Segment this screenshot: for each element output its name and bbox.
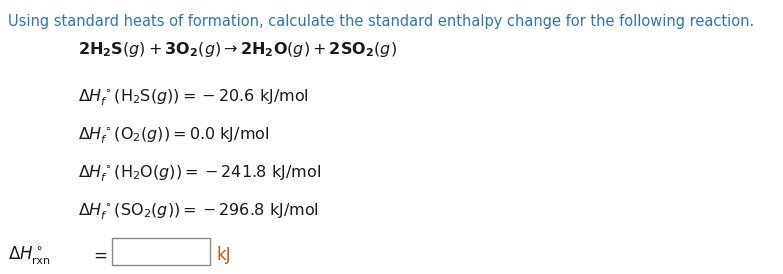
Text: $=$: $=$ [90,246,107,264]
Text: $\mathbf{2H_2S}(g) + \mathbf{3O_2}(g) \rightarrow \mathbf{2H_2O}(g) + \mathbf{2S: $\mathbf{2H_2S}(g) + \mathbf{3O_2}(g) \r… [78,40,397,59]
Text: rxn: rxn [32,256,50,266]
Text: kJ: kJ [216,246,231,264]
Text: $\Delta H_f^\circ(\mathrm{H_2S}(g)) = -20.6\ \mathrm{kJ/mol}$: $\Delta H_f^\circ(\mathrm{H_2S}(g)) = -2… [78,88,309,109]
Text: $\Delta H_f^\circ(\mathrm{H_2O}(g)) = -241.8\ \mathrm{kJ/mol}$: $\Delta H_f^\circ(\mathrm{H_2O}(g)) = -2… [78,164,321,184]
Text: $\Delta H_f^\circ(\mathrm{O_2}(g)) = 0.0\ \mathrm{kJ/mol}$: $\Delta H_f^\circ(\mathrm{O_2}(g)) = 0.0… [78,126,269,147]
Text: $\Delta H^\circ$: $\Delta H^\circ$ [8,245,43,263]
Text: Using standard heats of formation, calculate the standard enthalpy change for th: Using standard heats of formation, calcu… [8,14,754,29]
Text: $\Delta H_f^\circ(\mathrm{SO_2}(g)) = -296.8\ \mathrm{kJ/mol}$: $\Delta H_f^\circ(\mathrm{SO_2}(g)) = -2… [78,202,319,222]
Bar [112,238,210,265]
